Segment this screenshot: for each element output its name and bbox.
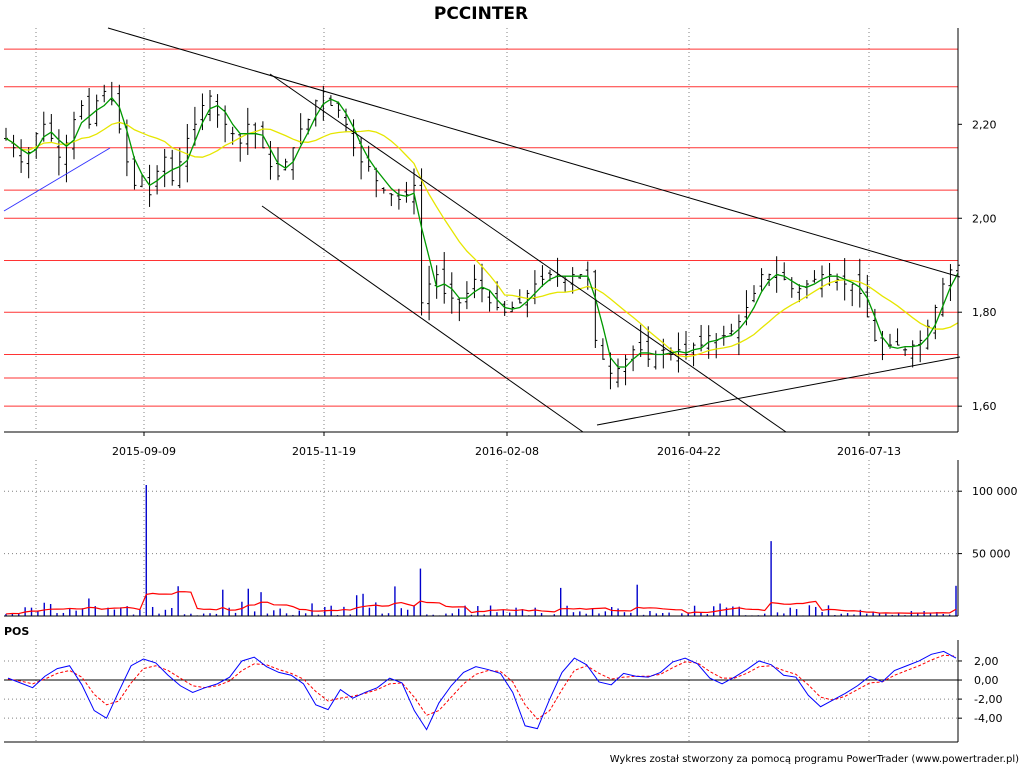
chart-title: PCCINTER [434,4,528,24]
price-y-tick-label: 1,60 [972,400,997,413]
pos-line [7,650,957,731]
pos-panel [4,640,958,743]
ma-long-line [5,121,959,358]
trendline-lower-support [596,356,961,426]
price-x-tick-label: 2016-02-08 [475,445,539,458]
trendline-upper-resistance [107,27,961,278]
price-x-tick-label: 2016-04-22 [657,445,721,458]
price-y-tick-label: 1,80 [972,306,997,319]
price-x-tick-label: 2016-07-13 [837,445,901,458]
footer-credit: Wykres został stworzony za pomocą progra… [610,754,1019,765]
pos-y-tick-label: 0,00 [974,674,999,687]
volume-ma-line [5,591,957,615]
price-y-tick-label: 2,20 [972,118,997,131]
pos-y-axis: 2,00 0,00 -2,00 -4,00 [957,640,1002,742]
price-y-tick-label: 2,00 [972,212,997,225]
volume-y-axis: 100 000 50 000 [957,460,1018,616]
price-x-tick-label: 2015-11-19 [292,445,356,458]
trendline-channel-lower [261,205,584,433]
price-panel [3,27,961,433]
pos-signal-line [7,654,957,720]
trendline-blue [3,147,111,212]
volume-y-tick-label: 50 000 [972,548,1011,561]
pos-y-tick-label: 2,00 [974,655,999,668]
pos-panel-label: POS [4,625,29,638]
trendline-channel-upper [269,73,787,433]
price-x-tick-label: 2015-09-09 [112,445,176,458]
price-x-axis: 2015-09-09 2015-11-19 2016-02-08 2016-04-22… [4,431,958,458]
pos-y-tick-label: -4,00 [974,712,1002,725]
price-y-axis: 2,20 2,00 1,80 1,60 [957,28,997,432]
volume-panel [4,460,958,617]
volume-y-tick-label: 100 000 [972,485,1018,498]
pos-y-tick-label: -2,00 [974,693,1002,706]
ma-short-line [5,96,959,368]
